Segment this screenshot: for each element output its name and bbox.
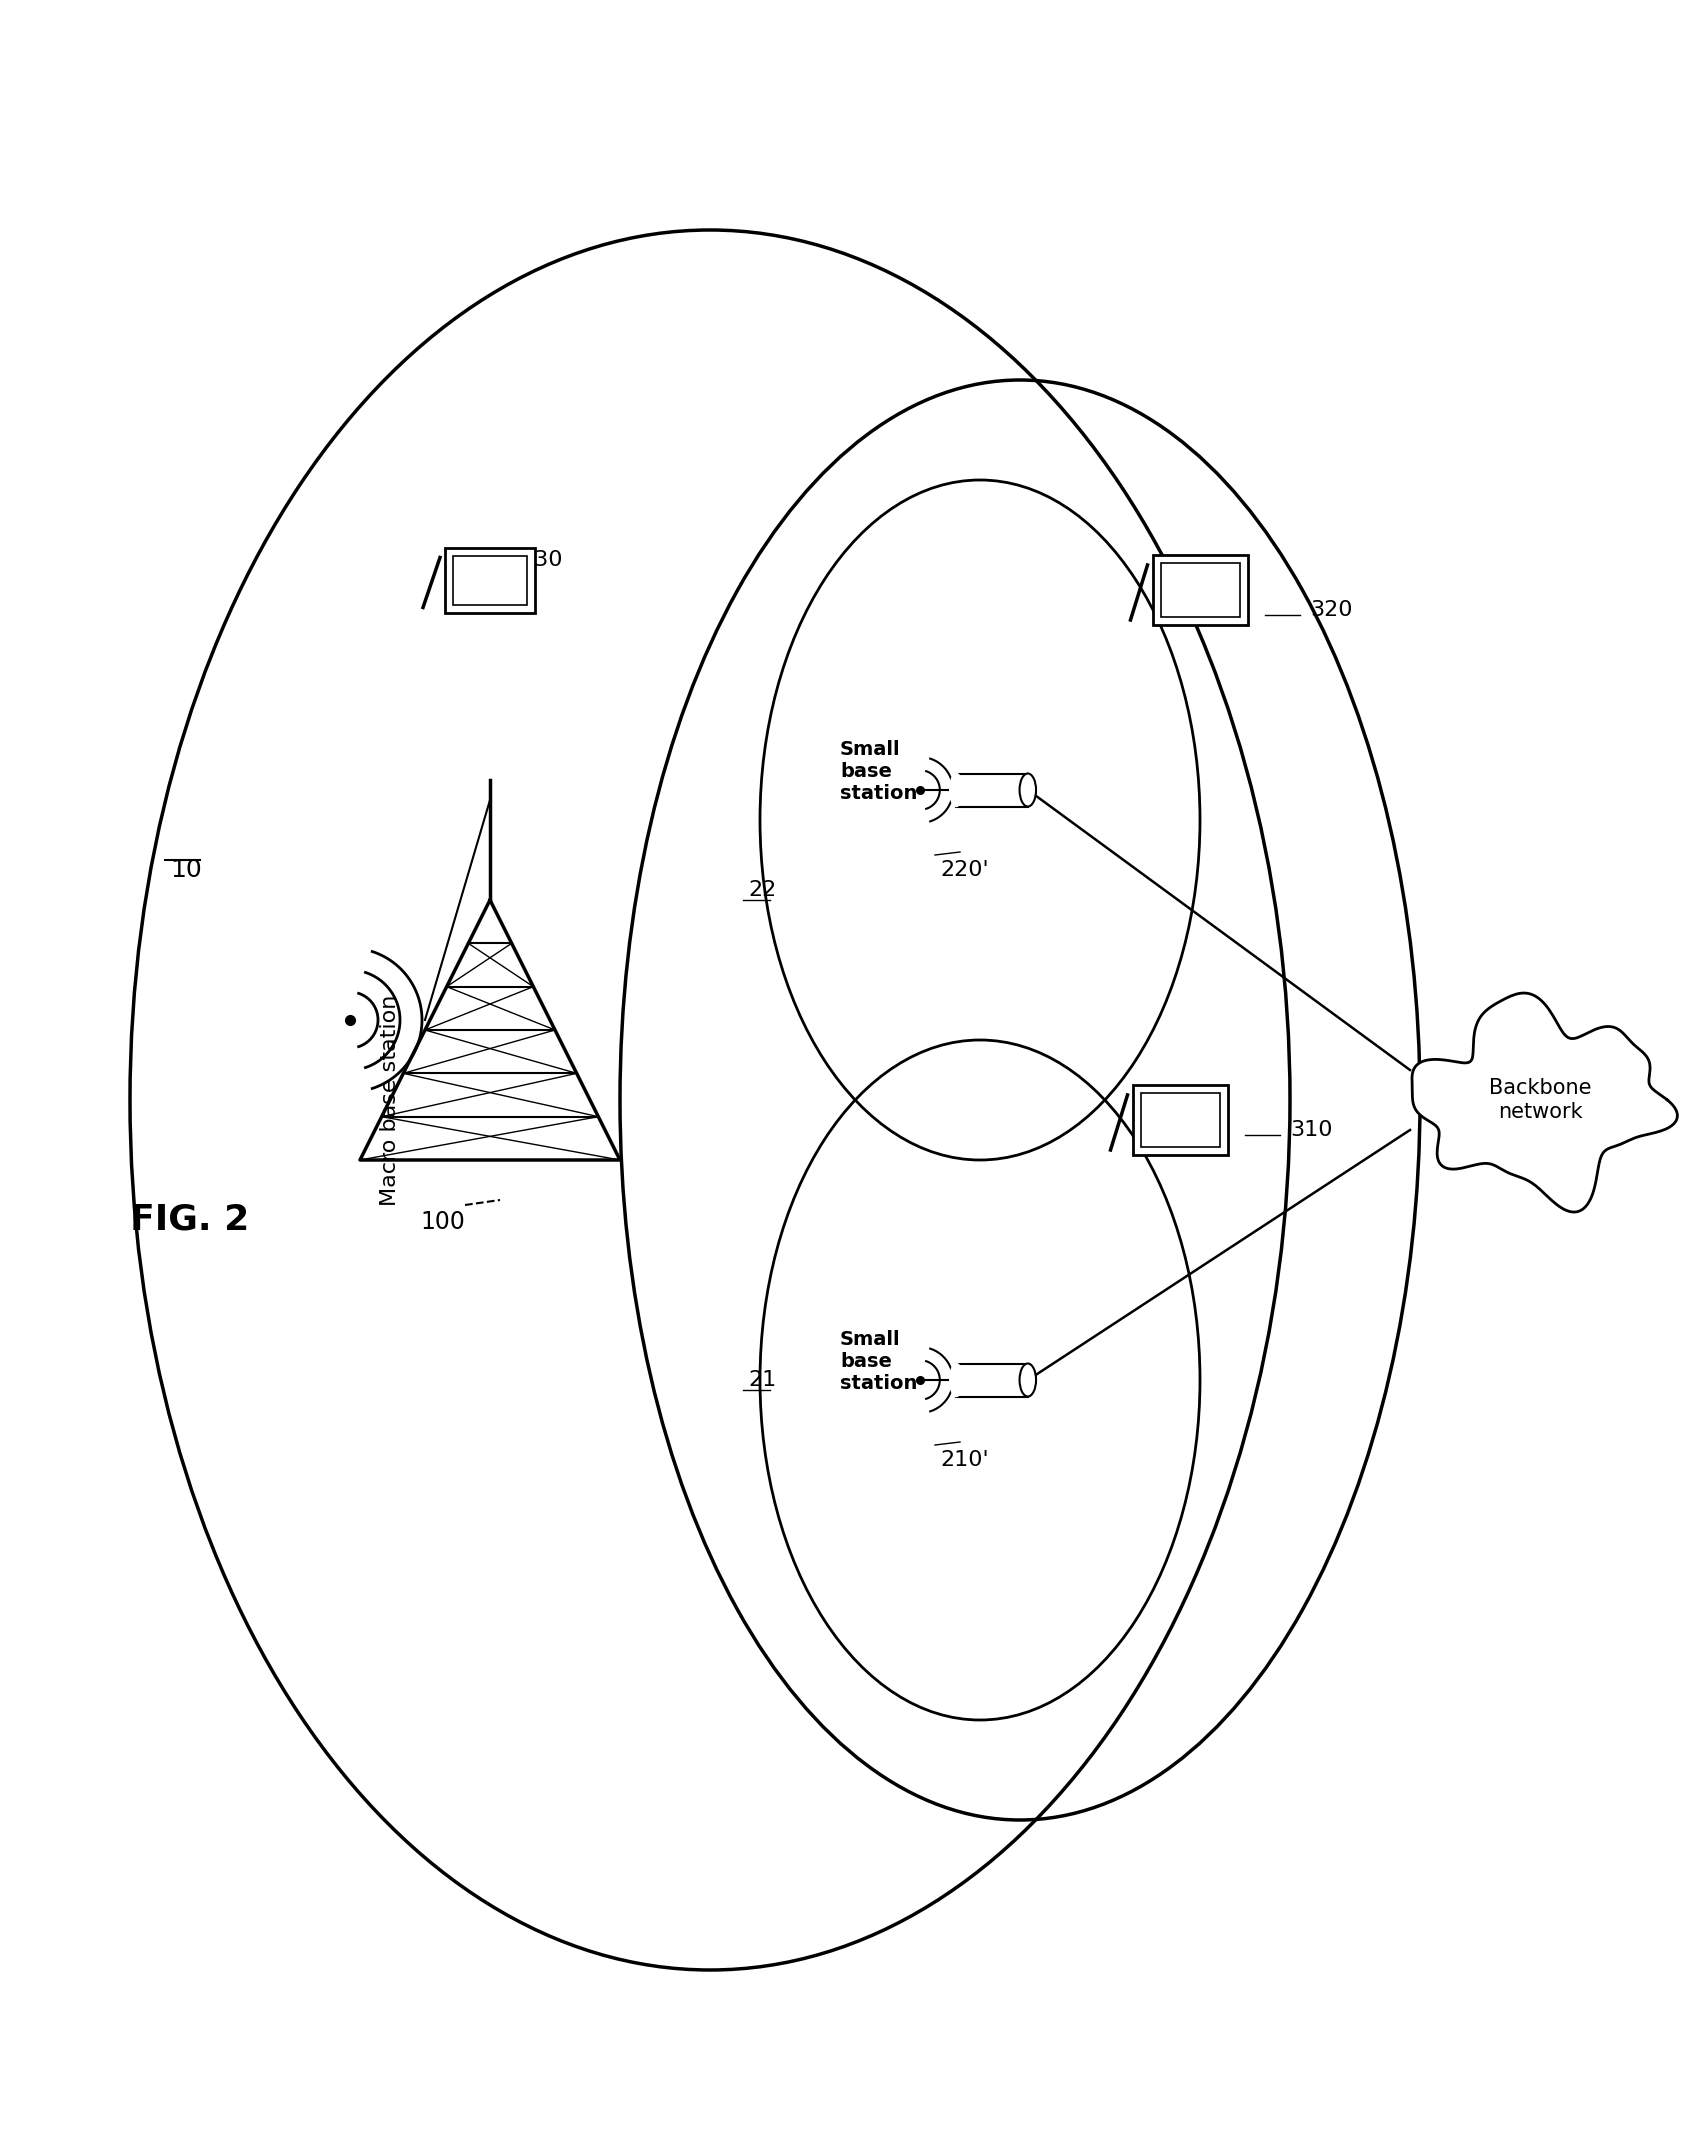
Bar xyxy=(1153,555,1247,625)
Ellipse shape xyxy=(950,773,962,808)
Ellipse shape xyxy=(1020,1364,1036,1397)
Text: Macro base station: Macro base station xyxy=(380,994,400,1206)
Ellipse shape xyxy=(1020,773,1036,808)
Text: 21: 21 xyxy=(748,1371,776,1390)
Text: 210': 210' xyxy=(940,1450,989,1469)
Text: 320: 320 xyxy=(1310,600,1352,619)
Text: 100: 100 xyxy=(420,1210,464,1234)
Bar xyxy=(1133,1086,1227,1155)
Text: FIG. 2: FIG. 2 xyxy=(130,1204,250,1236)
Bar xyxy=(957,1364,1028,1397)
Text: 310: 310 xyxy=(1290,1120,1332,1140)
Bar xyxy=(446,548,535,613)
Text: Small
base
station: Small base station xyxy=(841,1330,917,1392)
Text: 330: 330 xyxy=(520,550,562,570)
Bar xyxy=(452,555,527,604)
Bar xyxy=(957,773,1028,808)
Bar xyxy=(1141,1092,1219,1146)
Text: Small
base
station: Small base station xyxy=(841,739,917,803)
Bar xyxy=(1161,563,1239,617)
Text: 22: 22 xyxy=(748,880,776,900)
Text: 220': 220' xyxy=(940,859,989,880)
Ellipse shape xyxy=(950,1364,962,1397)
Polygon shape xyxy=(1411,994,1678,1212)
Text: 10: 10 xyxy=(170,859,203,883)
Text: Backbone
network: Backbone network xyxy=(1489,1077,1592,1122)
